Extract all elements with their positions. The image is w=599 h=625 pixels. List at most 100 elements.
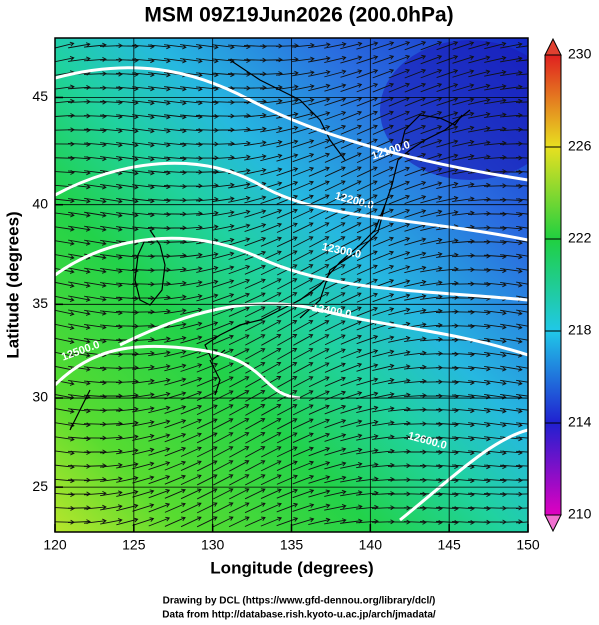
streamline-arrow [260, 222, 283, 233]
streamline-arrow [116, 156, 139, 162]
streamline-arrow [308, 138, 331, 149]
contours [55, 66, 528, 522]
streamline-arrow [467, 505, 491, 511]
streamline-arrow [55, 337, 75, 345]
streamline-arrow [164, 474, 186, 485]
streamline-arrow [84, 309, 107, 316]
streamline-arrow [132, 489, 155, 498]
streamline-arrow [292, 390, 314, 402]
streamline-arrow [356, 377, 379, 386]
streamline-arrow [67, 127, 91, 133]
streamline-arrow [212, 210, 235, 217]
streamline-arrow [484, 379, 507, 386]
streamline-arrow [260, 208, 283, 219]
streamline-arrow [100, 490, 123, 497]
streamline-arrow [260, 139, 283, 147]
streamline-arrow [372, 264, 395, 275]
streamline-arrow [404, 294, 427, 301]
streamline-arrow [404, 181, 427, 191]
streamline-arrow [164, 44, 187, 50]
streamline-arrow [356, 208, 378, 220]
streamline-arrow [372, 406, 395, 413]
streamline-arrow [419, 421, 443, 427]
streamline-arrow [164, 322, 187, 329]
streamline-arrow [324, 97, 347, 106]
streamline-arrow [404, 110, 427, 121]
streamline-arrow [388, 364, 411, 371]
streamline-arrow [261, 404, 282, 416]
streamline-arrow [324, 194, 346, 206]
streamline-arrow [213, 474, 234, 486]
streamline-arrow [388, 378, 411, 385]
streamline-arrow [277, 404, 298, 416]
streamline-arrow [148, 419, 171, 428]
streamline-arrow [245, 432, 266, 444]
streamline-arrow [132, 114, 155, 120]
streamline-arrow [276, 222, 298, 233]
streamline-arrow [324, 111, 347, 121]
streamline-arrow [420, 209, 443, 218]
streamline-arrow [308, 69, 331, 77]
streamline-arrow [484, 55, 507, 63]
streamline-arrow [500, 42, 523, 49]
streamline-arrow [213, 432, 234, 444]
streamline-arrow [260, 126, 283, 133]
streamline-arrow [245, 334, 266, 346]
streamline-arrow [245, 446, 266, 458]
streamline-arrow [116, 448, 139, 455]
streamline-arrow [245, 404, 266, 416]
streamline-arrow [388, 335, 411, 343]
streamline-arrow [516, 379, 528, 383]
streamline-arrow [356, 349, 379, 358]
streamline-arrow [148, 364, 171, 371]
streamline-arrow [388, 194, 411, 205]
streamline-arrow [261, 376, 282, 388]
streamline-arrow [515, 170, 528, 173]
streamline-arrow [276, 70, 299, 76]
streamline-arrow [356, 278, 378, 289]
streamline-arrow [309, 334, 330, 346]
x-tick-label: 145 [437, 537, 461, 553]
streamline-arrow [147, 212, 171, 217]
streamline-arrow [276, 488, 298, 499]
streamline-arrow [452, 55, 475, 64]
streamline-arrow [116, 114, 139, 120]
streamline-arrow [340, 41, 363, 50]
streamline-arrow [308, 418, 330, 429]
streamline-arrow [179, 142, 203, 147]
streamline-arrow [324, 390, 347, 401]
streamline-arrow [356, 292, 378, 303]
streamline-arrow [277, 362, 298, 374]
streamline-arrow [452, 69, 475, 78]
streamline-arrow [148, 350, 171, 357]
streamline-arrow [196, 224, 219, 230]
streamline-arrow [420, 237, 443, 245]
streamline-arrow [340, 405, 363, 414]
x-tick-label: 130 [201, 537, 225, 553]
streamline-arrow [324, 433, 347, 442]
streamline-arrow [484, 351, 507, 358]
streamline-arrow [388, 237, 411, 247]
streamline-arrow [116, 420, 139, 426]
streamline-arrow [340, 83, 363, 93]
streamline-arrow [436, 210, 459, 217]
streamline-arrow [276, 446, 298, 458]
streamline-arrow [468, 55, 491, 64]
streamline-arrow [100, 253, 123, 260]
streamline-arrow [245, 418, 266, 430]
streamline-arrow [180, 58, 203, 64]
streamline-arrow [148, 100, 171, 106]
streamline-arrow [308, 475, 331, 484]
colorbar-tick-label: 222 [568, 230, 592, 246]
streamline-arrow [132, 433, 155, 441]
streamline-arrow [292, 489, 315, 499]
streamline-arrow [324, 348, 346, 360]
streamline-arrow [228, 306, 250, 317]
streamline-arrow [356, 166, 378, 178]
streamline-arrow [212, 516, 234, 528]
streamline-arrow [180, 280, 203, 287]
streamline-arrow [293, 376, 314, 388]
streamline-arrow [516, 436, 528, 439]
streamline-arrow [324, 419, 347, 429]
streamline-arrow [55, 295, 75, 302]
